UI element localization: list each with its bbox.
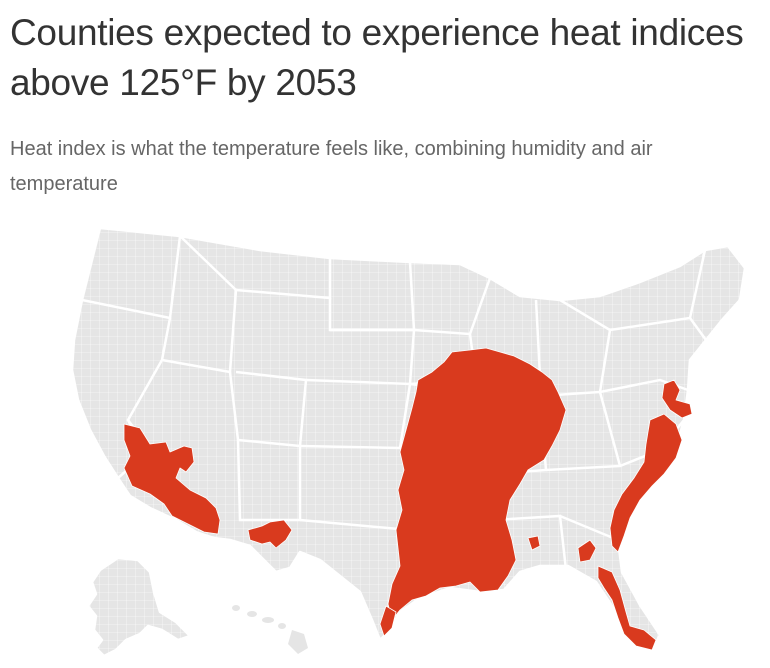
alaska (86, 556, 192, 658)
hot-region-gulf-panhandle (577, 539, 597, 563)
hot-region-central (387, 347, 567, 621)
us-county-map (0, 210, 770, 668)
hot-region-florida (597, 565, 657, 651)
hot-region-mid-atlantic (661, 379, 693, 419)
hot-counties (123, 347, 693, 651)
hot-region-southwest (123, 423, 221, 535)
chart-subtitle: Heat index is what the temperature feels… (10, 138, 653, 195)
hot-region-alabama-gulf (527, 535, 541, 551)
chart-title: Counties expected to experience heat ind… (10, 12, 744, 103)
map-svg (70, 226, 747, 658)
hot-region-west-texas (247, 519, 293, 549)
hot-region-south-texas (379, 605, 397, 637)
hawaii (232, 605, 308, 654)
hot-region-southeast-coast (609, 413, 683, 553)
